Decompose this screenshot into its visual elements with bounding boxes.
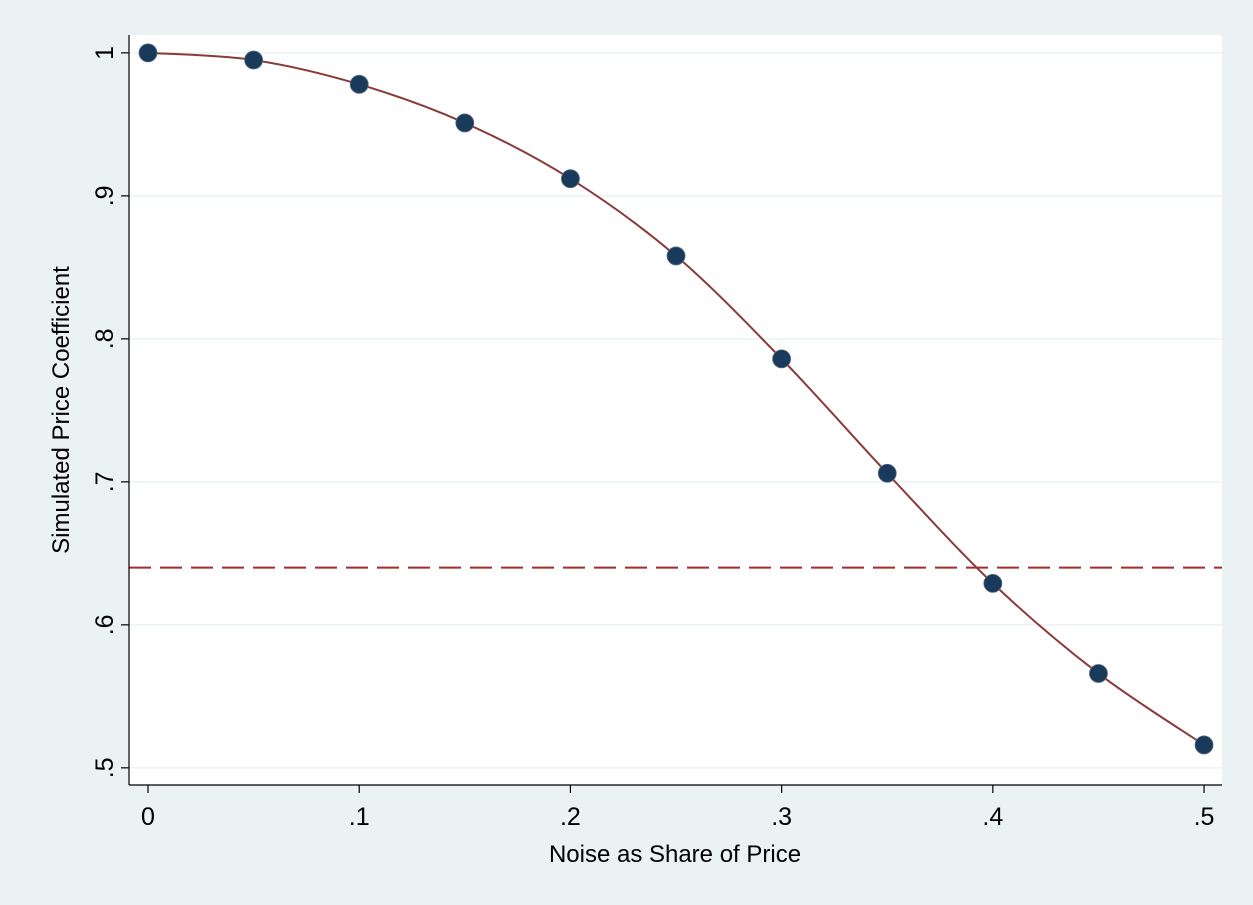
data-point bbox=[138, 43, 158, 63]
x-tick-label: .5 bbox=[1194, 803, 1215, 831]
y-tick-label: .7 bbox=[91, 471, 119, 492]
x-tick-label: .3 bbox=[771, 803, 792, 831]
plot-area bbox=[129, 35, 1222, 785]
x-tick-label: .1 bbox=[349, 803, 370, 831]
data-point bbox=[349, 74, 369, 94]
y-tick-label: .5 bbox=[91, 757, 119, 778]
y-tick-label: .6 bbox=[91, 614, 119, 635]
axes: .5 .6 .7 .8 .9 1 0 .1 .2 .3 .4 .5 bbox=[91, 35, 1222, 831]
y-tick-label: 1 bbox=[91, 46, 119, 60]
data-point bbox=[244, 50, 264, 70]
data-point bbox=[877, 463, 897, 483]
y-tick-label: .9 bbox=[91, 185, 119, 206]
data-point bbox=[983, 573, 1003, 593]
data-point bbox=[1089, 664, 1108, 683]
grid-lines bbox=[129, 52, 1222, 769]
y-tick-label: .8 bbox=[91, 328, 119, 349]
y-axis-title: Simulated Price Coefficient bbox=[48, 266, 75, 554]
data-point bbox=[455, 113, 475, 133]
x-tick-label: .4 bbox=[982, 803, 1003, 831]
x-tick-label: 0 bbox=[141, 803, 155, 831]
data-point bbox=[1194, 735, 1214, 755]
series-line bbox=[147, 51, 1205, 746]
data-point bbox=[561, 169, 580, 189]
series-layer bbox=[138, 43, 1214, 755]
data-point bbox=[666, 246, 686, 266]
data-point bbox=[772, 349, 792, 369]
x-axis-title: Noise as Share of Price bbox=[549, 841, 801, 868]
x-tick-label: .2 bbox=[560, 803, 581, 831]
